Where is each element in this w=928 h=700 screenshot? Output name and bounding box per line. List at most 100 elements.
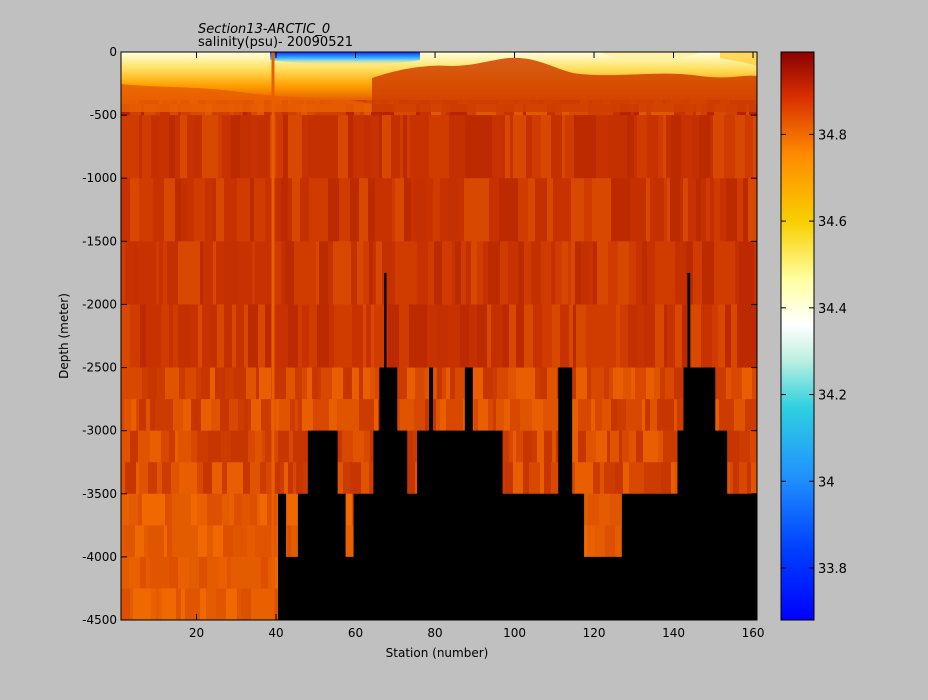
salinity-cell bbox=[526, 115, 533, 179]
salinity-cell bbox=[147, 115, 152, 179]
salinity-cell bbox=[532, 430, 538, 463]
salinity-cell bbox=[748, 178, 754, 242]
colorbar-tick-label: 34.8 bbox=[818, 128, 847, 143]
salinity-cell bbox=[148, 367, 158, 400]
salinity-cell bbox=[348, 399, 360, 432]
salinity-cell bbox=[247, 178, 251, 242]
salinity-cell bbox=[602, 399, 612, 432]
salinity-cell bbox=[259, 367, 266, 400]
salinity-cell bbox=[179, 462, 191, 495]
salinity-cell bbox=[571, 241, 576, 305]
salinity-cell bbox=[629, 241, 637, 305]
salinity-cell bbox=[611, 178, 620, 242]
salinity-cell bbox=[185, 588, 191, 620]
salinity-cell bbox=[233, 525, 240, 558]
salinity-cell bbox=[288, 462, 294, 495]
salinity-cell bbox=[197, 493, 208, 526]
salinity-cell bbox=[370, 430, 374, 463]
salinity-cell bbox=[342, 304, 353, 369]
salinity-cell bbox=[262, 430, 266, 463]
salinity-cell bbox=[647, 115, 659, 179]
salinity-cell bbox=[391, 115, 396, 179]
salinity-cell bbox=[728, 241, 736, 305]
salinity-cell bbox=[578, 430, 587, 463]
salinity-cell bbox=[585, 115, 597, 179]
salinity-cell bbox=[535, 178, 545, 242]
y-tick-label: -2000 bbox=[82, 297, 117, 311]
salinity-cell bbox=[224, 178, 233, 242]
salinity-cell bbox=[671, 115, 682, 179]
salinity-cell bbox=[716, 367, 727, 400]
salinity-cell bbox=[535, 367, 541, 400]
salinity-cell bbox=[254, 178, 266, 242]
salinity-cell bbox=[569, 399, 579, 432]
y-tick-label: -500 bbox=[90, 108, 117, 122]
y-tick-label: -1000 bbox=[82, 171, 117, 185]
salinity-cell bbox=[483, 367, 494, 400]
figure-title: Section13-ARCTIC_0 bbox=[198, 22, 330, 37]
salinity-cell bbox=[242, 241, 253, 305]
salinity-cell bbox=[634, 115, 638, 179]
salinity-cell bbox=[222, 115, 232, 179]
salinity-cell bbox=[668, 399, 675, 432]
salinity-cell bbox=[205, 115, 216, 179]
salinity-cell bbox=[635, 367, 640, 400]
x-tick-label: 20 bbox=[189, 626, 204, 640]
y-tick-label: 0 bbox=[109, 45, 117, 59]
salinity-cell bbox=[562, 178, 572, 242]
salinity-cell bbox=[155, 399, 163, 432]
salinity-cell bbox=[283, 115, 289, 179]
salinity-cell bbox=[434, 241, 443, 305]
salinity-cell bbox=[309, 304, 318, 369]
salinity-cell bbox=[575, 241, 582, 305]
salinity-cell bbox=[265, 367, 272, 400]
salinity-cell bbox=[409, 399, 415, 432]
salinity-cell bbox=[541, 241, 552, 305]
salinity-cell bbox=[382, 115, 392, 179]
salinity-cell bbox=[449, 115, 459, 179]
salinity-cell bbox=[596, 430, 601, 463]
salinity-cell bbox=[197, 430, 209, 463]
salinity-cell bbox=[533, 304, 539, 369]
salinity-cell bbox=[382, 241, 393, 305]
colorbar-tick-label: 34.4 bbox=[818, 302, 847, 317]
salinity-cell bbox=[584, 178, 589, 242]
salinity-cell bbox=[332, 462, 344, 495]
salinity-cell bbox=[731, 430, 740, 463]
salinity-cell bbox=[351, 241, 358, 305]
salinity-cell bbox=[234, 367, 243, 400]
salinity-cell bbox=[544, 462, 552, 495]
salinity-cell bbox=[194, 115, 203, 179]
salinity-cell bbox=[693, 241, 703, 305]
salinity-cell bbox=[538, 304, 543, 369]
salinity-cell bbox=[256, 367, 260, 400]
salinity-cell bbox=[392, 178, 396, 242]
salinity-cell bbox=[529, 462, 541, 495]
salinity-cell bbox=[477, 241, 484, 305]
salinity-cell bbox=[216, 588, 227, 620]
colorbar-frame bbox=[780, 51, 815, 621]
salinity-cell bbox=[275, 430, 279, 463]
salinity-cell bbox=[499, 178, 509, 242]
colorbar-tick-label: 34.6 bbox=[818, 215, 847, 230]
salinity-cell bbox=[414, 399, 426, 432]
salinity-cell bbox=[313, 115, 321, 179]
salinity-cell bbox=[181, 588, 186, 620]
salinity-cell bbox=[571, 178, 582, 242]
salinity-cell bbox=[524, 304, 534, 369]
salinity-cell bbox=[655, 241, 662, 305]
salinity-cell bbox=[275, 462, 281, 495]
salinity-cell bbox=[661, 241, 668, 305]
salinity-cell bbox=[218, 430, 222, 463]
salinity-cell bbox=[531, 241, 542, 305]
colorbar-tick-label: 34 bbox=[818, 475, 835, 490]
salinity-cell bbox=[157, 462, 163, 495]
salinity-cell bbox=[136, 399, 140, 432]
salinity-cell bbox=[191, 399, 202, 432]
salinity-cell bbox=[307, 367, 313, 400]
salinity-cell bbox=[446, 367, 451, 400]
y-tick-label: -3000 bbox=[82, 424, 117, 438]
salinity-cell bbox=[217, 304, 221, 369]
salinity-cell bbox=[260, 115, 271, 179]
